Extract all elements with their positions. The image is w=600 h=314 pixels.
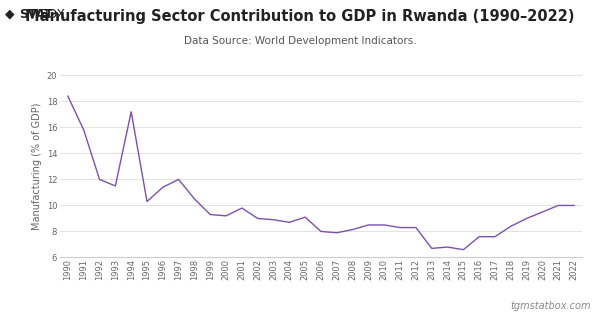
Text: ◆: ◆ [5, 8, 14, 21]
Text: BOX: BOX [40, 8, 67, 21]
Text: STAT: STAT [19, 8, 53, 21]
Y-axis label: Manufacturing (% of GDP): Manufacturing (% of GDP) [32, 103, 43, 230]
Text: Data Source: World Development Indicators.: Data Source: World Development Indicator… [184, 36, 416, 46]
Text: tgmstatbox.com: tgmstatbox.com [511, 301, 591, 311]
Text: Manufacturing Sector Contribution to GDP in Rwanda (1990–2022): Manufacturing Sector Contribution to GDP… [25, 9, 575, 24]
